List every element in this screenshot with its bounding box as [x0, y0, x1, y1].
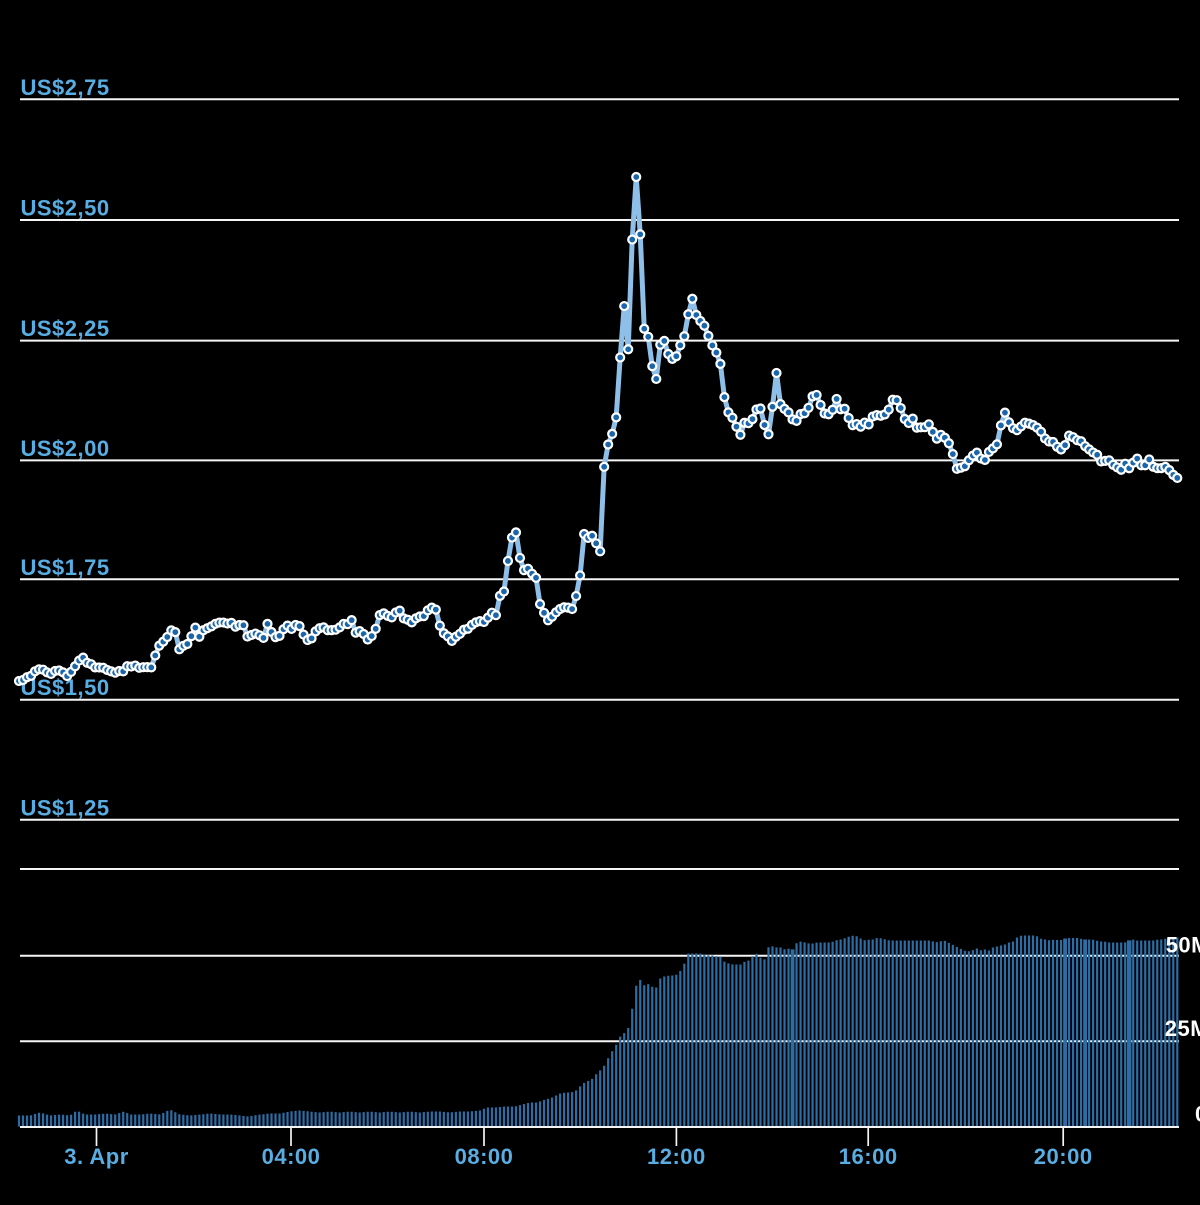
svg-text:US$1,75: US$1,75 [21, 555, 110, 580]
svg-text:US$1,25: US$1,25 [21, 795, 110, 820]
svg-text:25M: 25M [1165, 1016, 1200, 1041]
svg-text:08:00: 08:00 [455, 1144, 514, 1169]
svg-text:20:00: 20:00 [1034, 1144, 1093, 1169]
svg-text:US$2,00: US$2,00 [21, 436, 110, 461]
svg-text:US$2,75: US$2,75 [21, 75, 110, 100]
svg-text:12:00: 12:00 [647, 1144, 706, 1169]
svg-text:0: 0 [1195, 1102, 1200, 1127]
svg-text:US$2,25: US$2,25 [21, 316, 110, 341]
svg-text:3. Apr: 3. Apr [64, 1144, 129, 1169]
svg-text:50M: 50M [1166, 933, 1200, 958]
svg-text:16:00: 16:00 [839, 1144, 898, 1169]
svg-text:US$2,50: US$2,50 [21, 196, 110, 221]
svg-text:04:00: 04:00 [262, 1144, 321, 1169]
